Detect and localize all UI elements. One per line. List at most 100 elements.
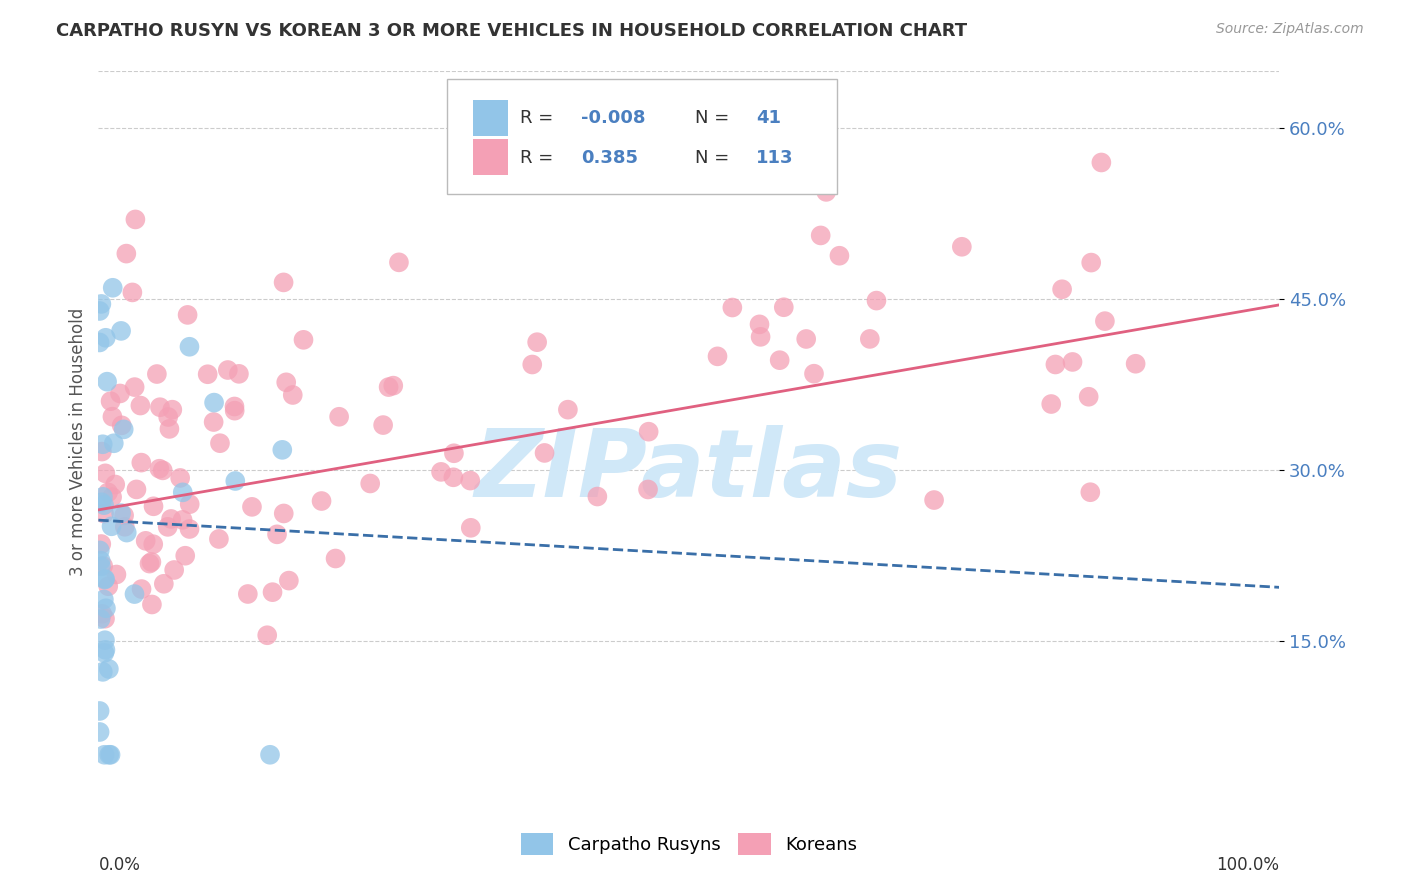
Point [262, 585, 284, 599]
Text: N =: N = [695, 109, 730, 127]
Point [273, 507, 295, 521]
Point [228, 367, 250, 381]
Point [160, 512, 183, 526]
Point [100, 394, 122, 409]
Point [90, 495, 112, 509]
Point [112, 422, 135, 436]
Point [794, 332, 817, 346]
Point [259, 747, 281, 762]
Point [526, 335, 548, 350]
Point [89, 543, 111, 558]
Point [1062, 355, 1084, 369]
Point [197, 368, 219, 382]
Text: 0.0%: 0.0% [98, 856, 141, 874]
Point [129, 456, 152, 470]
Point [240, 500, 263, 514]
Point [1090, 155, 1112, 169]
Point [224, 400, 246, 414]
Point [772, 300, 794, 314]
Point [142, 500, 165, 514]
Point [89, 304, 111, 318]
Point [90, 297, 112, 311]
Text: ZIPatlas: ZIPatlas [475, 425, 903, 517]
Point [90, 612, 112, 626]
Point [91, 437, 114, 451]
Text: -0.008: -0.008 [582, 109, 645, 127]
Point [266, 527, 288, 541]
Point [94, 612, 117, 626]
Point [115, 525, 138, 540]
Point [131, 582, 153, 596]
Point [159, 422, 181, 436]
Point [706, 349, 728, 363]
Point [125, 483, 148, 497]
Point [141, 555, 163, 569]
Point [94, 573, 117, 587]
Text: R =: R = [520, 109, 554, 127]
Point [208, 436, 231, 450]
Point [202, 395, 225, 409]
Point [108, 386, 131, 401]
Point [97, 579, 120, 593]
Point [91, 665, 114, 679]
Point [105, 567, 128, 582]
Point [90, 554, 112, 568]
Point [224, 403, 246, 417]
Point [325, 551, 347, 566]
Point [803, 367, 825, 381]
Point [156, 520, 179, 534]
Bar [472, 100, 508, 136]
Point [1080, 255, 1102, 269]
Point [828, 249, 851, 263]
Point [152, 463, 174, 477]
Point [460, 521, 482, 535]
Point [202, 415, 225, 429]
Point [114, 520, 136, 534]
Point [124, 212, 146, 227]
Point [273, 276, 295, 290]
Point [89, 704, 111, 718]
Point [90, 444, 112, 458]
Point [179, 497, 201, 511]
Point [533, 446, 555, 460]
Text: Source: ZipAtlas.com: Source: ZipAtlas.com [1216, 22, 1364, 37]
Point [162, 402, 184, 417]
Point [94, 467, 117, 481]
Point [138, 557, 160, 571]
Point [146, 367, 169, 381]
Point [157, 409, 180, 424]
Point [815, 185, 838, 199]
Point [97, 662, 120, 676]
Point [1094, 314, 1116, 328]
Text: 100.0%: 100.0% [1216, 856, 1279, 874]
Point [91, 490, 114, 504]
Point [89, 335, 111, 350]
Point [90, 559, 112, 574]
Point [142, 537, 165, 551]
Point [236, 587, 259, 601]
Point [148, 461, 170, 475]
FancyBboxPatch shape [447, 78, 837, 194]
Point [1045, 358, 1067, 372]
Point [169, 471, 191, 485]
Point [129, 399, 152, 413]
Point [172, 513, 194, 527]
Point [217, 363, 239, 377]
Point [443, 446, 465, 460]
Point [748, 318, 770, 332]
Point [224, 474, 246, 488]
Point [1050, 282, 1073, 296]
Point [101, 281, 124, 295]
Y-axis label: 3 or more Vehicles in Household: 3 or more Vehicles in Household [69, 308, 87, 575]
Point [115, 246, 138, 260]
Point [111, 418, 134, 433]
Point [522, 358, 544, 372]
Point [430, 465, 453, 479]
Point [256, 628, 278, 642]
Point [1040, 397, 1063, 411]
Point [141, 598, 163, 612]
Point [859, 332, 882, 346]
Point [124, 380, 146, 394]
Point [97, 485, 120, 500]
Point [103, 436, 125, 450]
